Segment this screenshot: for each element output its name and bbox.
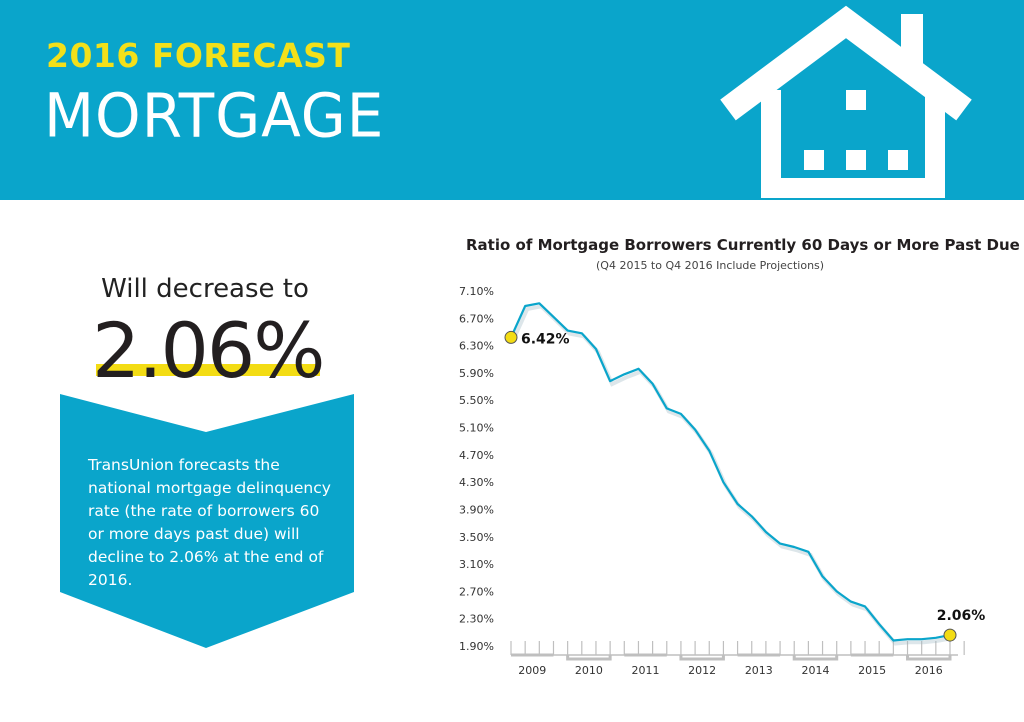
- x-tick-label: 2014: [801, 664, 829, 677]
- description-banner: [60, 394, 354, 648]
- data-label: 2.06%: [937, 608, 986, 624]
- plot-area: [509, 302, 953, 646]
- y-tick-label: 6.30%: [459, 340, 494, 353]
- data-point-marker: [504, 330, 518, 344]
- header-banner: 2016 FORECAST MORTGAGE: [0, 0, 1024, 200]
- y-tick-label: 1.90%: [459, 640, 494, 653]
- y-tick-label: 5.50%: [459, 394, 494, 407]
- data-point-marker: [943, 628, 957, 642]
- data-label: 6.42%: [521, 331, 570, 347]
- delinquency-line-chart: 7.10% 6.70% 6.30% 5.90% 5.50% 5.10% 4.70% 4.30%…: [459, 285, 986, 677]
- y-tick-label: 3.10%: [459, 558, 494, 571]
- y-tick-label: 2.70%: [459, 585, 494, 598]
- year-bracket: [679, 655, 725, 661]
- y-tick-label: 4.30%: [459, 476, 494, 489]
- y-tick-label: 5.10%: [459, 422, 494, 435]
- page-headline: MORTGAGE: [44, 80, 385, 152]
- x-tick-label: 2016: [915, 664, 943, 677]
- x-axis: 2009 2010 2011 2012 2013 2014 2015 2016: [510, 641, 965, 677]
- y-tick-label: 3.50%: [459, 531, 494, 544]
- y-tick-label: 3.90%: [459, 503, 494, 516]
- forecast-value: 2.06%: [92, 306, 325, 395]
- y-tick-label: 2.30%: [459, 613, 494, 626]
- chart-subtitle: (Q4 2015 to Q4 2016 Include Projections): [596, 259, 825, 272]
- year-bracket: [792, 655, 839, 661]
- x-tick-label: 2011: [632, 664, 660, 677]
- x-tick-label: 2013: [745, 664, 773, 677]
- decrease-lead: Will decrease to: [101, 274, 309, 304]
- year-bracket: [906, 655, 952, 661]
- house-icon: [720, 5, 972, 198]
- x-tick-label: 2012: [688, 664, 716, 677]
- value-highlight: [96, 364, 320, 376]
- x-tick-label: 2015: [858, 664, 886, 677]
- series-line: [509, 302, 951, 642]
- forecast-kicker: 2016 FORECAST: [46, 36, 351, 75]
- x-tick-label: 2010: [575, 664, 603, 677]
- forecast-description: TransUnion forecasts the national mortga…: [88, 456, 331, 589]
- y-tick-label: 4.70%: [459, 449, 494, 462]
- y-tick-label: 6.70%: [459, 312, 494, 325]
- year-bracket: [566, 655, 612, 661]
- series-line-shadow: [511, 304, 953, 646]
- x-tick-label: 2009: [518, 664, 546, 677]
- data-marks: 6.42% 2.06%: [504, 330, 986, 642]
- y-tick-label: 5.90%: [459, 367, 494, 380]
- chart-title: Ratio of Mortgage Borrowers Currently 60…: [466, 236, 1020, 254]
- y-axis: 7.10% 6.70% 6.30% 5.90% 5.50% 5.10% 4.70% 4.30%…: [459, 285, 494, 653]
- y-tick-label: 7.10%: [459, 285, 494, 298]
